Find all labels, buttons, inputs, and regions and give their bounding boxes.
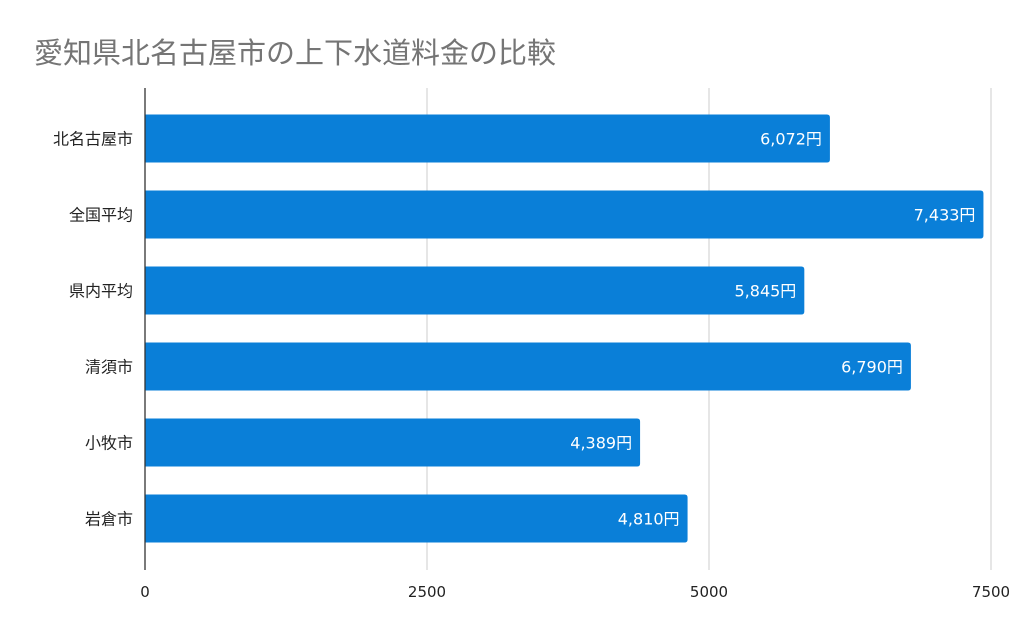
x-tick-label: 5000 xyxy=(690,583,728,601)
bar xyxy=(145,494,688,543)
data-label: 7,433円 xyxy=(914,206,976,225)
category-label: 全国平均 xyxy=(69,206,133,225)
category-label: 北名古屋市 xyxy=(53,130,133,149)
category-label: 県内平均 xyxy=(69,282,133,301)
data-label: 6,072円 xyxy=(760,130,822,149)
x-tick-label: 7500 xyxy=(972,583,1010,601)
bar xyxy=(145,418,641,467)
category-label: 小牧市 xyxy=(85,434,133,453)
data-label: 6,790円 xyxy=(841,358,903,377)
x-tick-label: 0 xyxy=(140,583,150,601)
bar xyxy=(145,114,830,163)
chart-title: 愛知県北名古屋市の上下水道料金の比較 xyxy=(34,36,557,70)
x-tick-label: 2500 xyxy=(408,583,446,601)
category-label: 岩倉市 xyxy=(85,510,133,529)
data-label: 5,845円 xyxy=(735,282,797,301)
bar xyxy=(145,266,805,315)
category-label: 清須市 xyxy=(85,358,133,377)
data-label: 4,389円 xyxy=(570,434,632,453)
bar xyxy=(145,190,984,239)
data-label: 4,810円 xyxy=(618,510,680,529)
bar xyxy=(145,342,911,391)
